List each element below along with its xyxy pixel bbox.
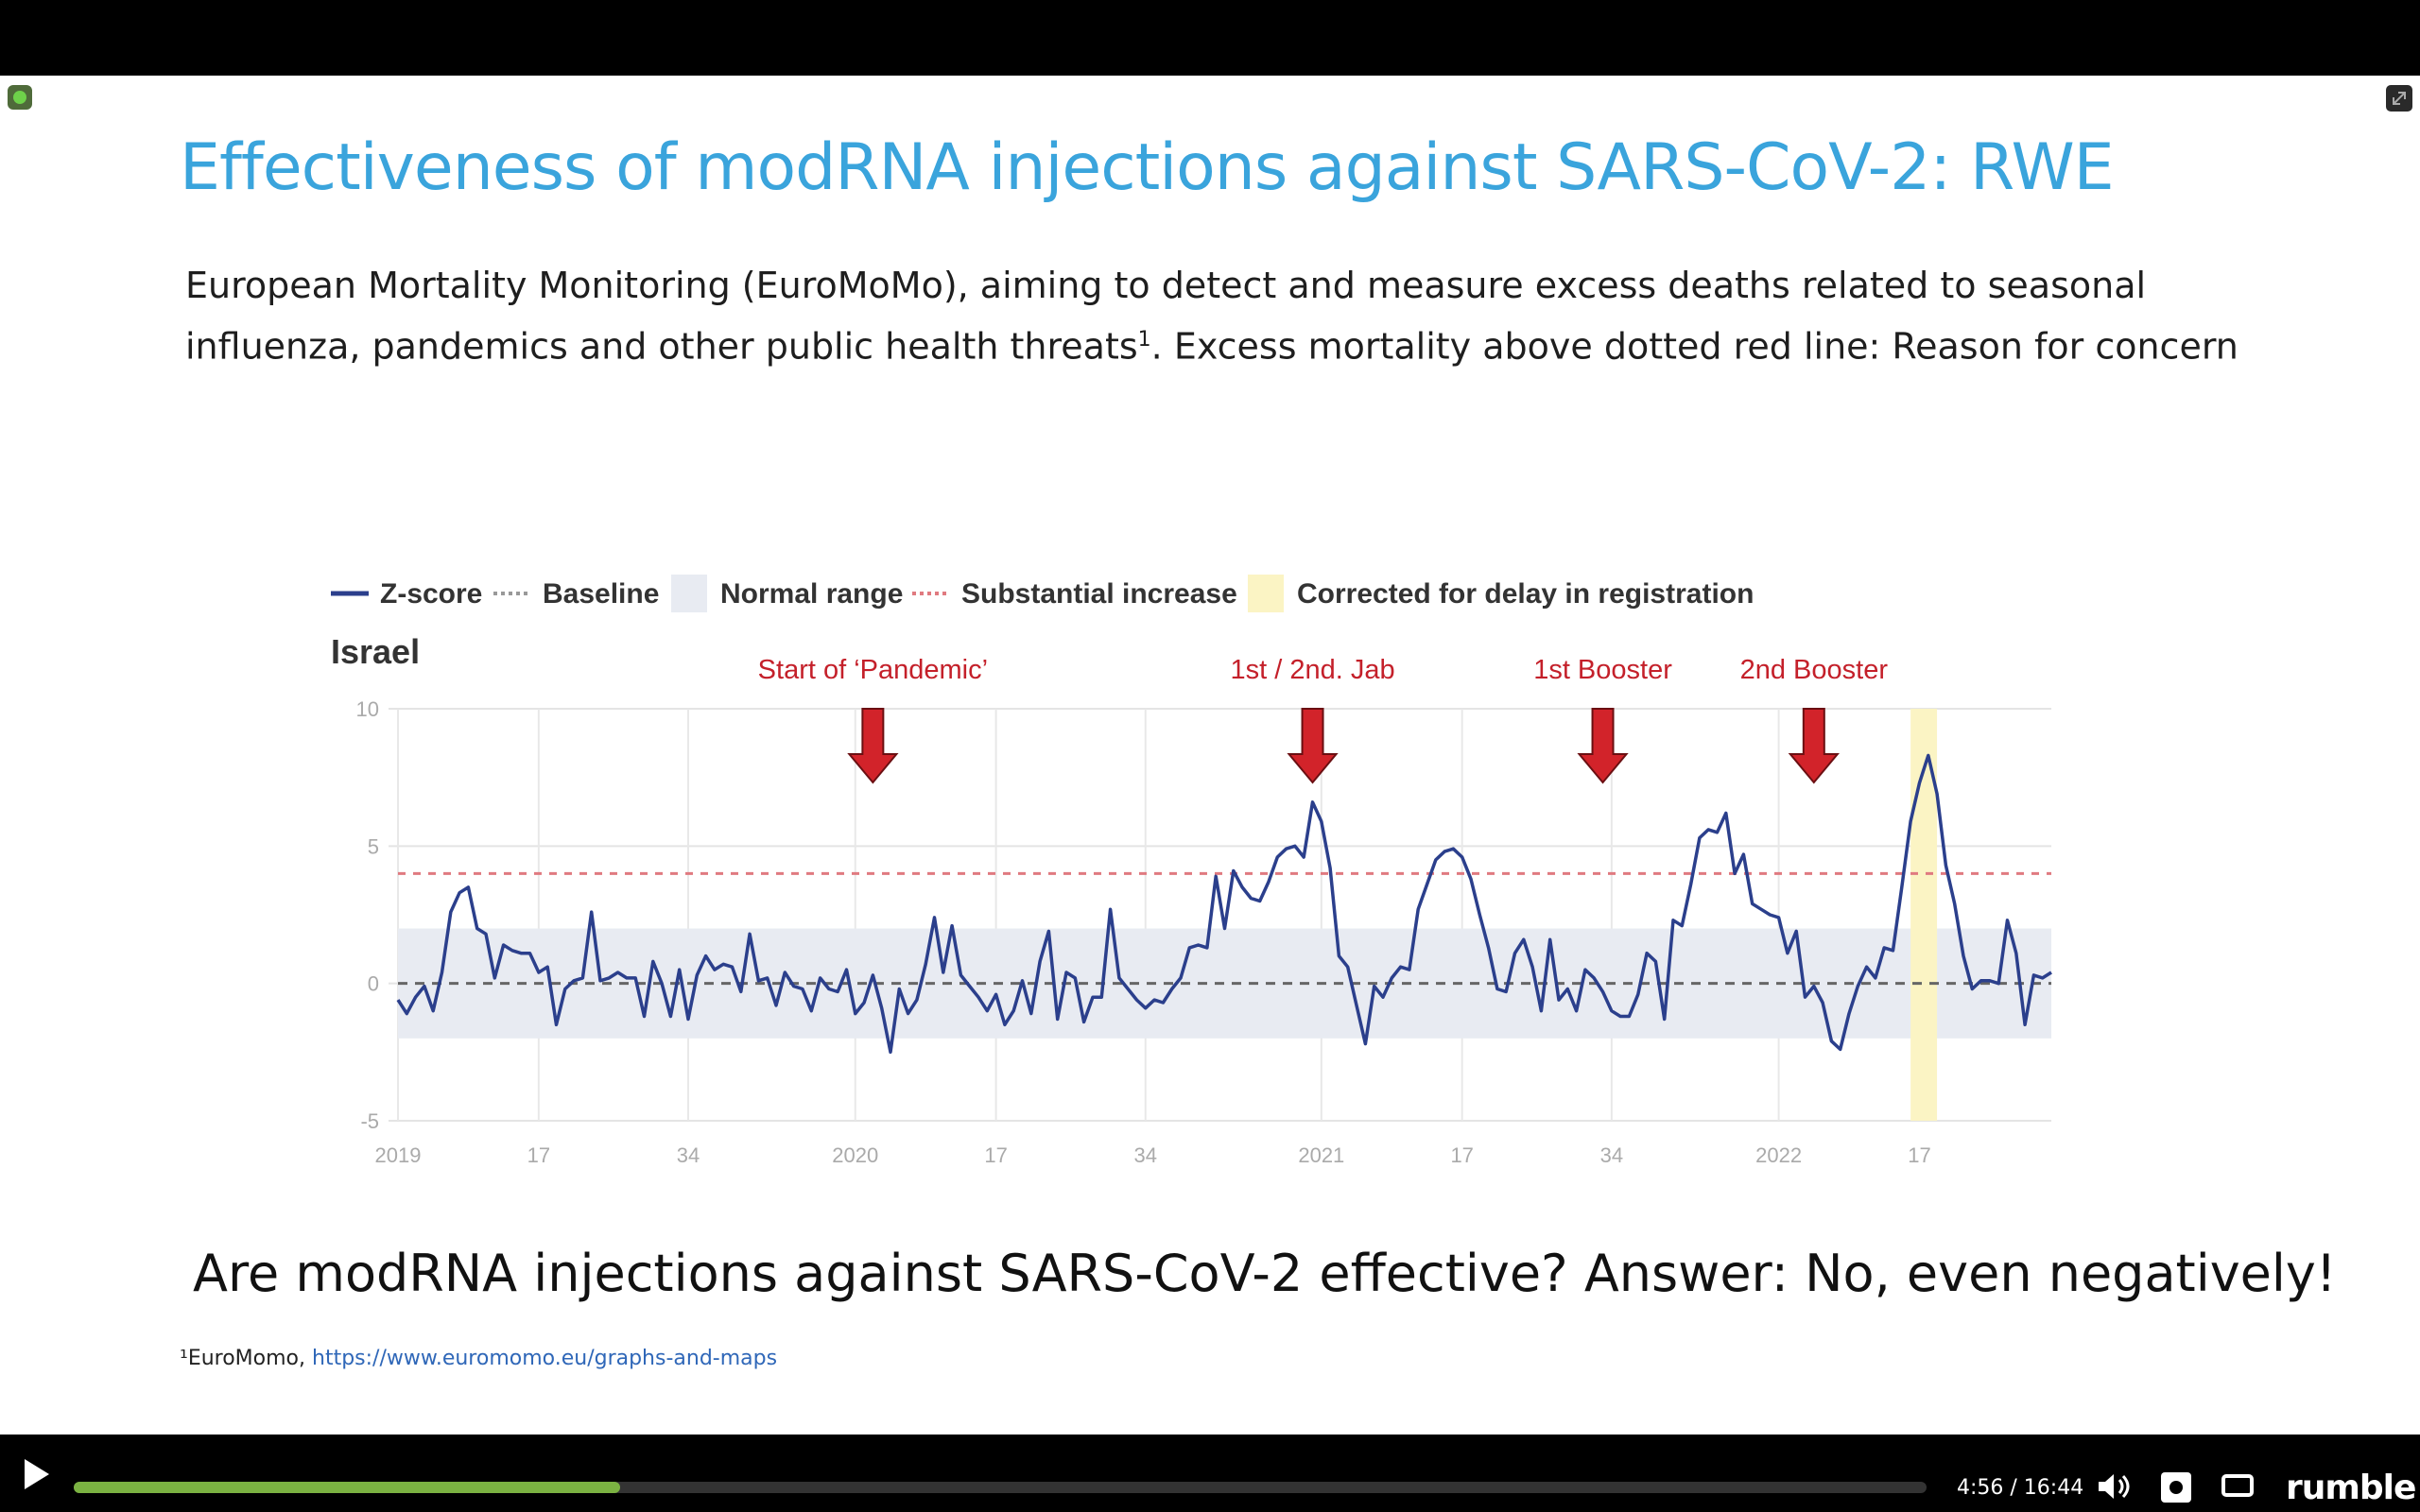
volume-icon[interactable] (2097, 1472, 2135, 1501)
plot-area: -5 0 5 10 2019 17 34 2020 17 34 2021 17 34 2022 17 (356, 697, 2052, 1167)
red-arrow-icon (1788, 708, 1840, 784)
chart-legend: Z-score Baseline Normal range Substantial i… (331, 575, 1754, 612)
slide-title: Effectiveness of modRNA injections again… (180, 130, 2115, 205)
annotation-label: Start of ‘Pandemic’ (758, 655, 988, 685)
legend-item: Corrected for delay in registration (1248, 575, 1754, 612)
chart-title: Israel (331, 632, 420, 671)
legend-label: Corrected for delay in registration (1297, 578, 1754, 610)
footnote-link[interactable]: https://www.euromomo.eu/graphs-and-maps (312, 1347, 778, 1370)
legend-label: Baseline (543, 578, 659, 610)
x-tick-label: 34 (677, 1143, 700, 1167)
annotation-label: 2nd Booster (1740, 655, 1889, 685)
annotation-arrow: 2nd Booster (1740, 655, 1889, 784)
play-icon[interactable] (25, 1459, 49, 1489)
legend-label: Normal range (720, 578, 903, 610)
x-tick-label: 2021 (1298, 1143, 1344, 1167)
annotation-label: 1st Booster (1533, 655, 1672, 685)
y-tick-label: -5 (360, 1109, 379, 1133)
annotation-arrow: 1st / 2nd. Jab (1230, 655, 1395, 784)
intro-line-2a: influenza, pandemics and other public he… (185, 325, 1138, 368)
legend-item: Baseline (493, 578, 659, 610)
intro-line-1: European Mortality Monitoring (EuroMoMo)… (185, 265, 2147, 306)
legend-swatch (671, 575, 707, 612)
video-top-bar (0, 0, 2420, 76)
legend-item: Normal range (671, 575, 903, 612)
legend-label: Z-score (380, 578, 482, 610)
y-tick-label: 5 (368, 834, 379, 858)
y-tick-label: 10 (356, 697, 379, 721)
footnote-source: ¹EuroMomo, (180, 1347, 306, 1370)
expand-icon[interactable] (2386, 85, 2412, 112)
slide-intro-text: European Mortality Monitoring (EuroMoMo)… (185, 259, 2303, 374)
y-tick-label: 0 (368, 972, 379, 996)
legend-item: Substantial increase (912, 578, 1237, 610)
z-score-line (396, 753, 2052, 1055)
player-controls: 4:56 / 16:44 rumble (0, 1435, 2420, 1512)
legend-item: Z-score (331, 578, 482, 610)
rumble-logo: rumble (2286, 1469, 2416, 1507)
x-tick-label: 17 (1908, 1143, 1930, 1167)
annotation-arrow: Start of ‘Pandemic’ (758, 655, 988, 784)
intro-line-2b: . Excess mortality above dotted red line… (1150, 325, 2238, 368)
legend-swatch (1248, 575, 1284, 612)
settings-icon[interactable] (2161, 1472, 2191, 1503)
annotation-label: 1st / 2nd. Jab (1230, 655, 1394, 685)
progress-bar[interactable] (74, 1482, 1927, 1493)
slide-question: Are modRNA injections against SARS-CoV-2… (193, 1244, 2337, 1303)
x-tick-label: 17 (1450, 1143, 1473, 1167)
chart-annotations: Start of ‘Pandemic’ 1st / 2nd. Jab 1st Boo… (758, 655, 1889, 784)
status-dot-icon (8, 85, 32, 110)
x-tick-label: 2022 (1755, 1143, 1802, 1167)
annotation-arrow: 1st Booster (1533, 655, 1672, 784)
legend-label: Substantial increase (961, 578, 1237, 610)
red-arrow-icon (1577, 708, 1629, 784)
x-tick-label: 17 (984, 1143, 1007, 1167)
x-tick-label: 2019 (375, 1143, 422, 1167)
x-tick-label: 17 (527, 1143, 550, 1167)
euromomo-chart: Z-score Baseline Normal range Substantial i… (331, 575, 2052, 1167)
video-frame[interactable]: Effectiveness of modRNA injections again… (0, 76, 2420, 1435)
red-arrow-icon (847, 708, 899, 784)
x-tick-label: 34 (1134, 1143, 1157, 1167)
time-display: 4:56 / 16:44 (1957, 1476, 2084, 1500)
intro-superscript: 1 (1137, 328, 1151, 352)
progress-fill (74, 1482, 621, 1493)
x-tick-label: 34 (1600, 1143, 1623, 1167)
red-arrow-icon (1287, 708, 1339, 784)
theater-mode-icon[interactable] (2221, 1474, 2254, 1497)
intro-line-2: influenza, pandemics and other public he… (185, 313, 2303, 374)
slide-footnote: ¹EuroMomo, https://www.euromomo.eu/graph… (180, 1347, 777, 1370)
x-tick-label: 2020 (832, 1143, 878, 1167)
